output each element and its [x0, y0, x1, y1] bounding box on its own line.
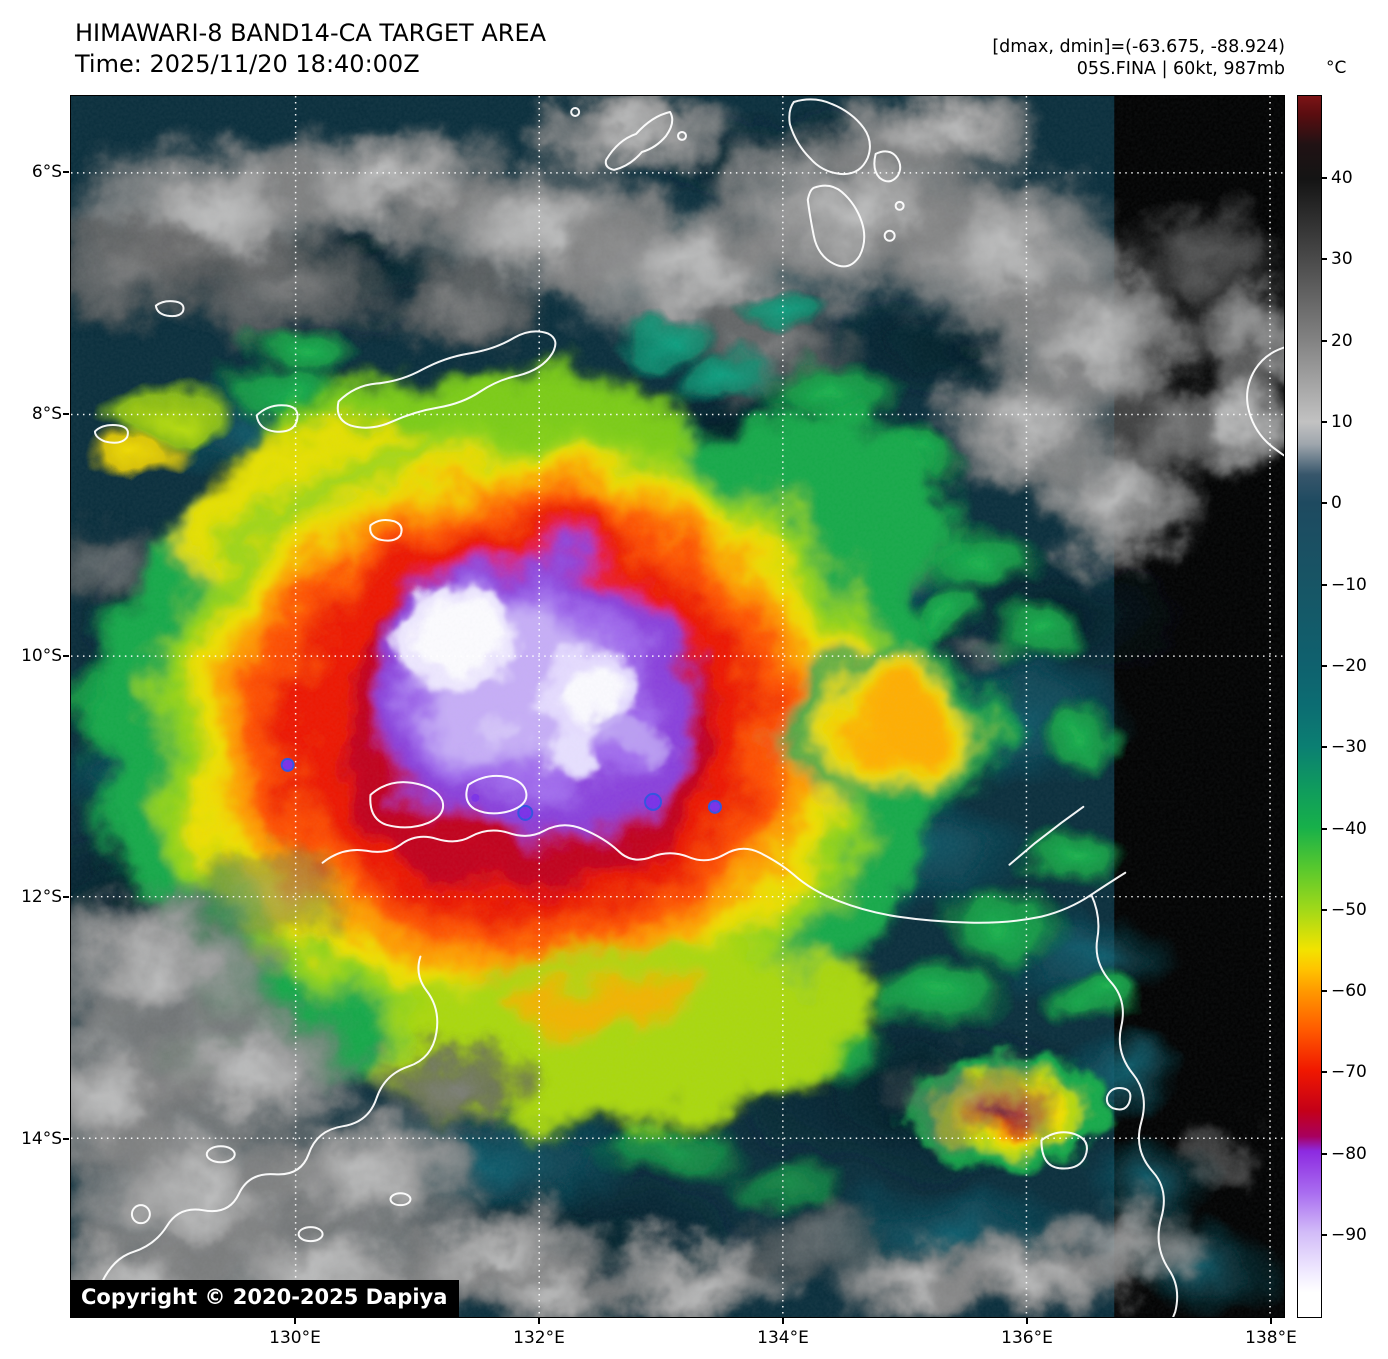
- colorbar-tick-label: −50: [1331, 900, 1367, 920]
- lon-tick-mark: [782, 1318, 784, 1324]
- colorbar-tick-mark: [1322, 1234, 1327, 1236]
- lon-tick-label: 134°E: [757, 1328, 809, 1348]
- colorbar-tick-mark: [1322, 665, 1327, 667]
- sensor-grain: [71, 96, 1284, 1317]
- dmax-dmin-label: [dmax, dmin]=(-63.675, -88.924): [992, 37, 1285, 57]
- storm-info-label: 05S.FINA | 60kt, 987mb: [1076, 59, 1285, 79]
- colorbar-tick-label: 10: [1331, 412, 1353, 432]
- lat-tick-mark: [63, 655, 69, 657]
- lon-tick-label: 136°E: [1001, 1328, 1053, 1348]
- colorbar-gradient: [1297, 95, 1322, 1318]
- lon-tick-mark: [538, 1318, 540, 1324]
- colorbar-tick-mark: [1322, 909, 1327, 911]
- colorbar-tick-label: −90: [1331, 1225, 1367, 1245]
- lat-tick-label: 14°S: [21, 1129, 62, 1149]
- figure-title: HIMAWARI-8 BAND14-CA TARGET AREA: [75, 19, 547, 47]
- colorbar-tick-label: −30: [1331, 737, 1367, 757]
- colorbar-tick-mark: [1322, 502, 1327, 504]
- lon-tick-label: 138°E: [1245, 1328, 1297, 1348]
- colorbar-tick-mark: [1322, 421, 1327, 423]
- colorbar-tick-label: 20: [1331, 331, 1353, 351]
- lat-tick-mark: [63, 413, 69, 415]
- colorbar-tick-mark: [1322, 258, 1327, 260]
- colorbar-tick-label: −70: [1331, 1062, 1367, 1082]
- lon-tick-mark: [1270, 1318, 1272, 1324]
- lat-tick-label: 6°S: [31, 162, 62, 182]
- colorbar-tick-mark: [1322, 828, 1327, 830]
- lat-tick-mark: [63, 171, 69, 173]
- colorbar-tick-mark: [1322, 990, 1327, 992]
- lat-tick-mark: [63, 896, 69, 898]
- annotation-block: [dmax, dmin]=(-63.675, -88.924) 05S.FINA…: [992, 36, 1285, 80]
- colorbar-tick-label: 40: [1331, 168, 1353, 188]
- lat-tick-label: 10°S: [21, 646, 62, 666]
- satellite-plot: Copyright © 2020-2025 Dapiya: [70, 95, 1285, 1318]
- satellite-image: [71, 96, 1284, 1317]
- colorbar-tick-mark: [1322, 584, 1327, 586]
- lat-tick-label: 12°S: [21, 887, 62, 907]
- figure-time: Time: 2025/11/20 18:40:00Z: [75, 50, 420, 78]
- lon-tick-label: 130°E: [269, 1328, 321, 1348]
- colorbar-tick-label: −60: [1331, 981, 1367, 1001]
- colorbar-tick-label: −10: [1331, 575, 1367, 595]
- colorbar-tick-label: 0: [1331, 493, 1342, 513]
- colorbar-tick-label: −40: [1331, 819, 1367, 839]
- lon-tick-mark: [1026, 1318, 1028, 1324]
- lon-tick-mark: [294, 1318, 296, 1324]
- colorbar-tick-label: −20: [1331, 656, 1367, 676]
- colorbar-tick-label: −80: [1331, 1144, 1367, 1164]
- colorbar-tick-label: 30: [1331, 249, 1353, 269]
- lat-tick-label: 8°S: [31, 404, 62, 424]
- colorbar-unit-label: °C: [1326, 58, 1347, 78]
- copyright-label: Copyright © 2020-2025 Dapiya: [71, 1280, 460, 1317]
- colorbar-tick-mark: [1322, 340, 1327, 342]
- colorbar-tick-mark: [1322, 177, 1327, 179]
- lat-tick-mark: [63, 1138, 69, 1140]
- lon-tick-label: 132°E: [513, 1328, 565, 1348]
- grid-lines: [71, 96, 1284, 1317]
- colorbar-tick-mark: [1322, 746, 1327, 748]
- colorbar-tick-mark: [1322, 1071, 1327, 1073]
- coastlines: [89, 98, 1284, 1317]
- colorbar-tick-mark: [1322, 1153, 1327, 1155]
